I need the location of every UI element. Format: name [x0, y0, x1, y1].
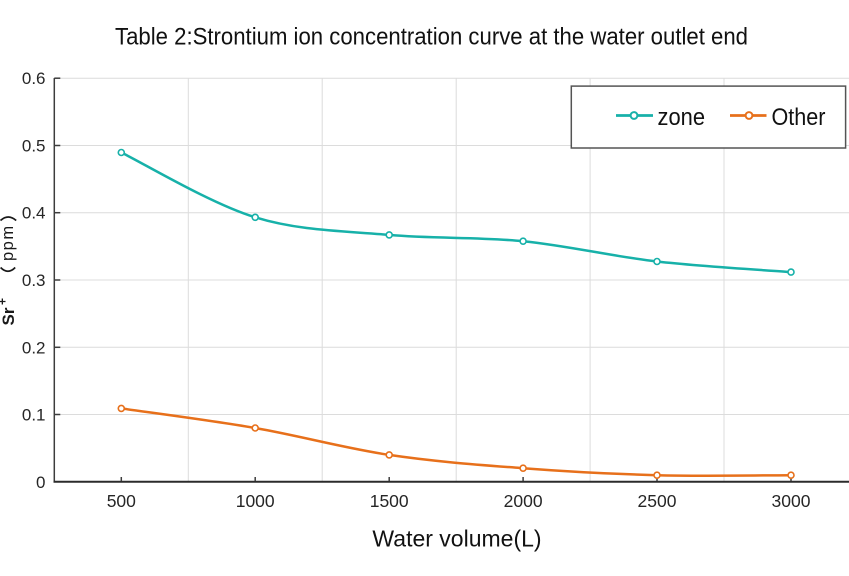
svg-text:ppm: ppm	[0, 224, 17, 261]
svg-text:1000: 1000	[236, 491, 275, 511]
svg-text:500: 500	[107, 491, 136, 511]
svg-text:2500: 2500	[638, 491, 677, 511]
svg-text:zone: zone	[658, 104, 706, 131]
svg-text:0.3: 0.3	[22, 271, 46, 290]
svg-text:0.6: 0.6	[22, 69, 46, 88]
svg-text:1500: 1500	[370, 491, 409, 511]
svg-text:Table 2:Strontium ion concentr: Table 2:Strontium ion concentration curv…	[115, 24, 748, 51]
svg-text:Other: Other	[772, 104, 826, 131]
svg-text:0.1: 0.1	[22, 406, 46, 425]
svg-text:3000: 3000	[772, 491, 811, 511]
svg-text:Water volume(L): Water volume(L)	[372, 526, 541, 552]
svg-text:0: 0	[36, 473, 45, 492]
svg-text:2000: 2000	[504, 491, 543, 511]
svg-text:0.5: 0.5	[22, 137, 46, 156]
svg-text:0.4: 0.4	[22, 204, 46, 223]
svg-text:0.2: 0.2	[22, 338, 46, 357]
